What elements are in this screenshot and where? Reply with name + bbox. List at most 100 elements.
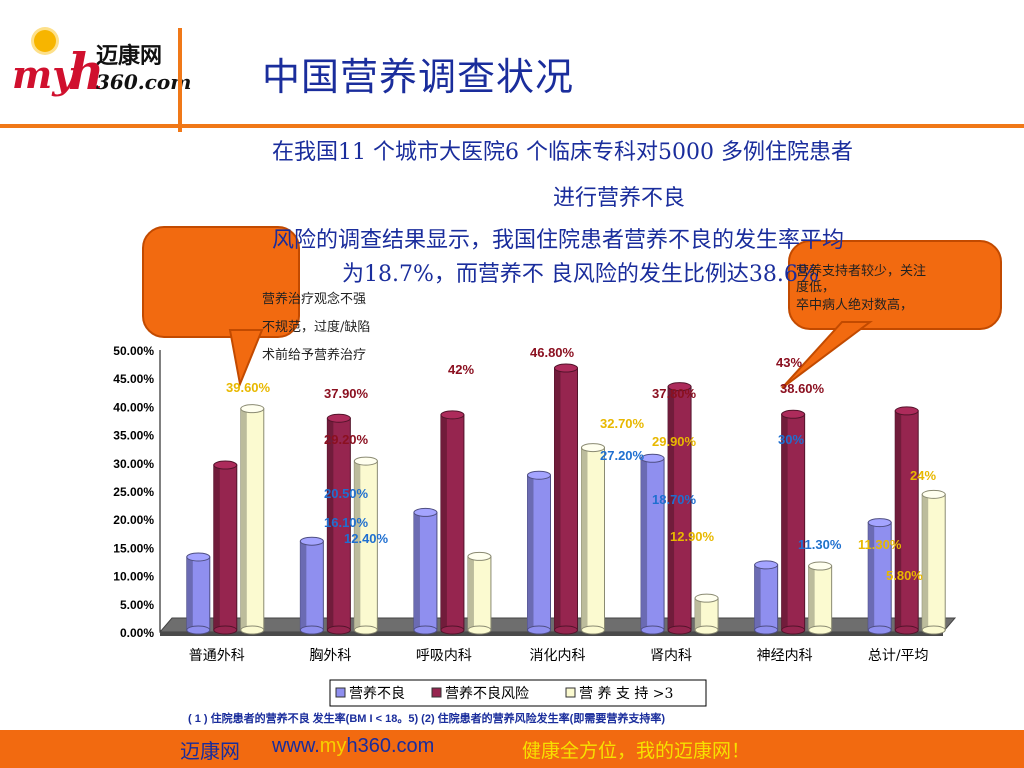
bar-top (186, 552, 211, 562)
bar-top (326, 413, 351, 423)
y-tick-label: 30.00% (113, 457, 154, 471)
bar-shade (695, 598, 702, 630)
bar-shade (781, 414, 788, 630)
bar-base (581, 625, 605, 635)
bar-base (353, 625, 378, 635)
bar-shade (581, 447, 588, 630)
bar-top (581, 443, 605, 453)
bar-base (554, 625, 578, 635)
logo-com: 360.com (96, 70, 192, 94)
bar-top (921, 489, 946, 499)
x-tick-label: 呼吸内科 (416, 648, 472, 664)
page-title: 中国营养调查状况 (262, 55, 575, 99)
data-label: 32.70% (600, 416, 645, 431)
header-divider-vertical (178, 28, 182, 132)
bar-top (640, 453, 665, 463)
bar-shade (868, 522, 875, 630)
data-label: 20.50% (324, 486, 369, 501)
bar-shade (754, 564, 761, 630)
callout-right-line-3: 卒中病人绝对数高， (796, 298, 914, 313)
data-label: 30% (778, 432, 804, 447)
data-label: 29.90% (652, 434, 697, 449)
y-tick-label: 15.00% (113, 541, 154, 555)
bar-base (781, 625, 806, 635)
bar-base (326, 625, 351, 635)
bar-shade (413, 512, 420, 630)
bar-base (213, 625, 238, 635)
x-tick-label: 总计/平均 (868, 648, 929, 664)
y-tick-label: 45.00% (113, 372, 154, 386)
paragraph-line-2: 进行营养不良 (553, 186, 686, 211)
bar-top (808, 561, 833, 571)
bar-shade (527, 475, 534, 630)
x-tick-label: 神经内科 (757, 648, 813, 664)
bar-shade (467, 556, 474, 630)
y-tick-label: 20.00% (113, 513, 154, 527)
callout-left-line-1: 营养治疗观念不强 (262, 292, 367, 307)
data-label: 38.60% (780, 381, 825, 396)
logo-cn: 迈康网 (96, 43, 163, 69)
callout-left-line-3: 术前给予营养治疗 (262, 348, 367, 363)
callout-left (142, 226, 300, 338)
legend-label: 营 养 支 持 >3 (579, 686, 673, 702)
callout-right (788, 240, 1002, 330)
bar-top (467, 551, 492, 561)
footer-bar: 迈康网 www.myh360.com 健康全方位，我的迈康网！ (0, 730, 1024, 768)
bar-top (867, 518, 892, 528)
logo-my: my (12, 52, 75, 97)
data-label: 37.90% (324, 386, 369, 401)
bar-base (921, 625, 946, 635)
header-divider-horizontal (0, 124, 1024, 128)
x-tick-label: 胸外科 (309, 648, 351, 664)
bar-shade (808, 566, 815, 630)
legend-label: 营养不良风险 (445, 686, 529, 702)
x-tick-label: 普通外科 (189, 648, 245, 664)
data-label: 27.20% (600, 448, 645, 463)
legend-label: 营养不良 (349, 686, 405, 702)
bar-top (754, 560, 779, 570)
bar-top (667, 382, 692, 392)
data-label: 11.30% (798, 537, 842, 552)
bar-shade (186, 556, 193, 630)
bar-top (554, 363, 578, 373)
y-tick-label: 50.00% (113, 344, 154, 358)
data-label: 12.40% (344, 531, 389, 546)
bar-shade (327, 418, 334, 630)
data-label: 42% (448, 362, 474, 377)
bar-base (640, 625, 665, 635)
bar-base (754, 625, 779, 635)
data-label: 12.90% (670, 529, 715, 544)
paragraph-line-4: 为18.7%，而营养不 良风险的发生比例达38.6% (342, 262, 819, 287)
bar-top (353, 456, 378, 466)
data-label: 16.10% (324, 515, 369, 530)
bar-shade (668, 386, 675, 630)
legend-swatch (431, 687, 442, 698)
bar-base (808, 625, 833, 635)
y-tick-label: 5.00% (120, 598, 154, 612)
callout-left-line-2: 不规范，过度/缺陷 (262, 320, 371, 335)
footer-url-my: my (319, 735, 347, 757)
data-label: 46.80% (530, 345, 575, 360)
data-label: 5.80% (886, 568, 923, 583)
y-tick-label: 25.00% (113, 485, 154, 499)
bar-shade (240, 408, 247, 630)
legend-swatch (335, 687, 346, 698)
x-tick-label: 消化内科 (530, 648, 586, 664)
chart-floor-edge (160, 632, 943, 636)
legend-swatch (565, 687, 576, 698)
bar-base (527, 625, 551, 635)
y-tick-label: 35.00% (113, 429, 154, 443)
footer-url[interactable]: www.myh360.com (272, 735, 434, 758)
bar-top (413, 507, 438, 517)
bar-base (667, 625, 692, 635)
bar-base (467, 625, 492, 635)
bar-top (213, 460, 238, 470)
bar-shade (922, 494, 929, 630)
bar-shade (554, 368, 561, 630)
footer-url-pre: www. (272, 735, 320, 757)
bar-base (694, 625, 719, 635)
data-label: 24% (910, 468, 936, 483)
bar-base (186, 625, 211, 635)
